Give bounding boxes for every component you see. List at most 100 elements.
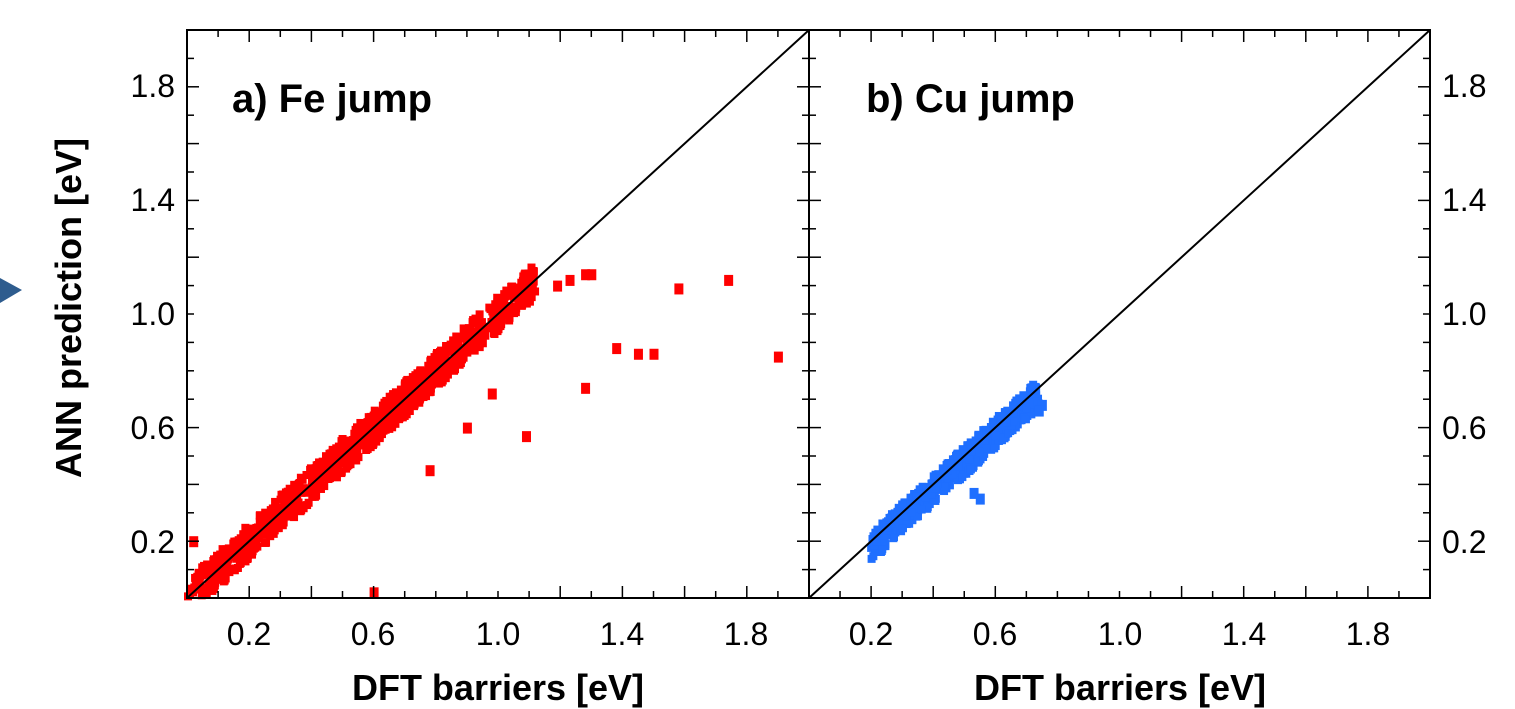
fe-data-point — [196, 568, 205, 577]
fe-data-point — [282, 495, 291, 504]
fe-data-point — [409, 380, 418, 389]
fe-data-point — [525, 297, 534, 306]
fe-outlier-point — [649, 348, 659, 360]
fe-data-point — [396, 410, 405, 419]
fe-data-point — [266, 513, 275, 522]
fe-data-point — [319, 463, 328, 472]
fe-data-point — [442, 341, 451, 350]
fe-data-point — [433, 369, 442, 378]
fe-data-point — [493, 298, 502, 307]
fe-data-point — [320, 482, 329, 491]
fe-data-point — [204, 565, 213, 574]
cu-data-point — [898, 500, 907, 509]
cu-xtick-label: 0.6 — [973, 616, 1017, 652]
cu-data-point — [953, 451, 962, 460]
cu-data-point — [1027, 383, 1036, 392]
cu-data-point — [975, 447, 984, 456]
cu-data-point — [870, 541, 879, 550]
fe-outlier-point — [724, 274, 734, 286]
fe-data-point — [241, 523, 250, 532]
fe-data-point — [518, 285, 527, 294]
fe-data-point — [491, 316, 500, 325]
cu-ytick-label: 1.4 — [1442, 182, 1486, 218]
fe-data-point — [347, 453, 356, 462]
fe-data-point — [425, 388, 434, 397]
fe-data-point — [206, 573, 215, 582]
fe-data-point — [192, 579, 201, 588]
cu-ytick-label: 0.6 — [1442, 410, 1486, 446]
fe-data-point — [227, 549, 236, 558]
cu-data-point — [956, 468, 965, 477]
fe-data-point — [353, 431, 362, 440]
fe-data-point — [235, 559, 244, 568]
panel-label-cu: b) Cu jump — [866, 77, 1075, 121]
cu-xtick-label: 0.2 — [849, 616, 893, 652]
cu-data-point — [873, 525, 882, 534]
fe-data-point — [467, 340, 476, 349]
cu-ytick-label: 1.0 — [1442, 296, 1486, 332]
fe-data-point — [261, 527, 270, 536]
fe-data-point — [225, 545, 234, 554]
fe-data-point — [378, 411, 387, 420]
fe-data-point — [421, 389, 430, 398]
fe-data-point — [279, 518, 288, 527]
fe-outlier-point — [487, 388, 497, 400]
fe-points — [184, 263, 783, 601]
cu-data-point — [940, 482, 949, 491]
fe-data-point — [353, 425, 362, 434]
cu-xtick-label: 1.4 — [1222, 616, 1266, 652]
fe-data-point — [445, 359, 454, 368]
fe-data-point — [280, 503, 289, 512]
cu-data-point — [912, 492, 921, 501]
fe-data-point — [360, 424, 369, 433]
fe-data-point — [430, 359, 439, 368]
fe-data-point — [379, 426, 388, 435]
fe-data-point — [497, 320, 506, 329]
cu-data-point — [954, 462, 963, 471]
fe-outlier-point — [587, 269, 597, 281]
cu-data-point — [967, 447, 976, 456]
fe-data-point — [320, 473, 329, 482]
fe-data-point — [299, 504, 308, 513]
fe-data-point — [332, 450, 341, 459]
fe-data-point — [387, 418, 396, 427]
fe-data-point — [350, 437, 359, 446]
fe-reference-line — [186, 29, 810, 599]
fe-data-point — [477, 318, 486, 327]
fe-data-point — [288, 488, 297, 497]
fe-xtick-label: 1.0 — [476, 616, 520, 652]
fe-data-point — [357, 440, 366, 449]
fe-data-point — [527, 293, 536, 302]
fe-data-point — [456, 349, 465, 358]
fe-outlier-point — [581, 382, 591, 394]
fe-data-point — [402, 401, 411, 410]
fe-data-point — [462, 337, 471, 346]
fe-data-point — [517, 301, 526, 310]
fe-data-point — [383, 412, 392, 421]
cu-data-point — [898, 524, 907, 533]
fe-ytick-label: 1.8 — [131, 68, 175, 104]
fe-data-point — [459, 330, 468, 339]
fe-data-point — [338, 435, 347, 444]
cu-data-point — [877, 536, 886, 545]
cu-data-point — [980, 438, 989, 447]
cu-data-point — [981, 444, 990, 453]
cu-data-point — [878, 545, 887, 554]
fe-data-point — [388, 423, 397, 432]
fe-data-point — [293, 484, 302, 493]
cu-data-point — [1022, 404, 1031, 413]
cu-data-point — [982, 428, 991, 437]
cu-data-point — [917, 505, 926, 514]
fe-data-point — [404, 381, 413, 390]
fe-data-point — [323, 463, 332, 472]
cu-data-point — [998, 428, 1007, 437]
cu-data-point — [959, 445, 968, 454]
fe-data-point — [437, 359, 446, 368]
fe-data-point — [332, 473, 341, 482]
fe-data-point — [298, 475, 307, 484]
fe-data-point — [478, 339, 487, 348]
fe-data-point — [323, 454, 332, 463]
fe-data-point — [202, 590, 211, 599]
fe-data-point — [306, 465, 315, 474]
cu-data-point — [966, 438, 975, 447]
